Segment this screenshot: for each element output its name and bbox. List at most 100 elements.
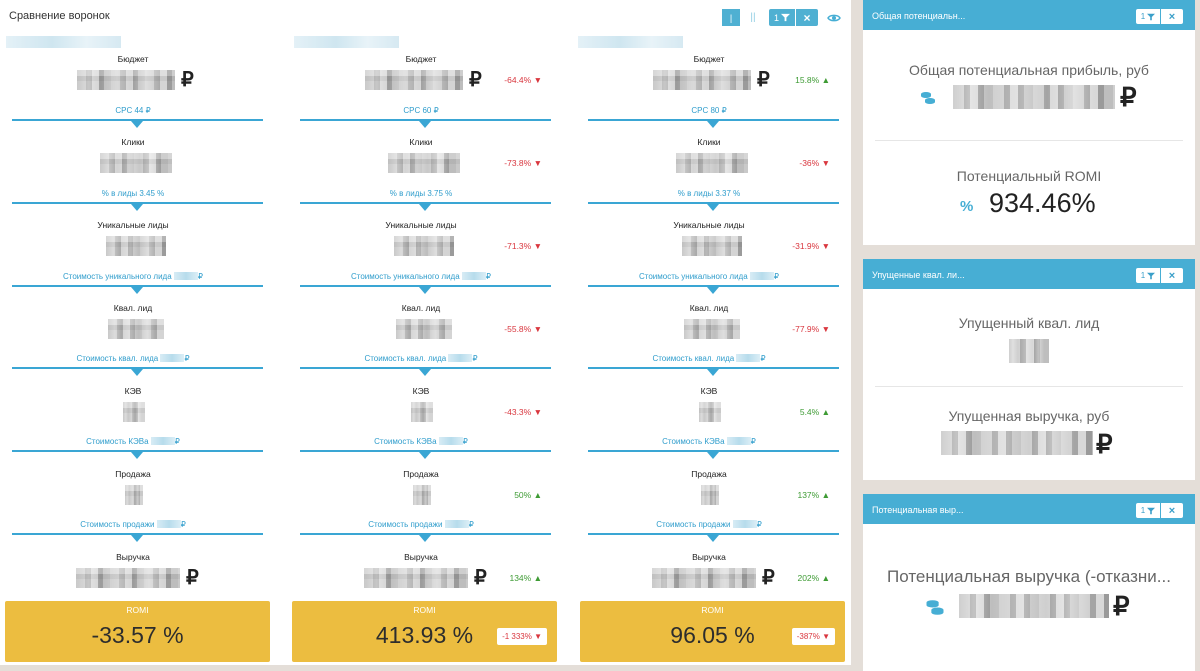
- funnel-icon: [1147, 13, 1156, 20]
- missed-lead-label: Упущенный квал. лид: [958, 315, 1100, 331]
- conversion-value-redacted: [448, 354, 473, 362]
- conversion-kev-cost: Стоимость КЭВа ₽: [86, 437, 180, 446]
- change-indicator: -73.8% ▼: [504, 158, 542, 168]
- conversion-value-redacted: [444, 520, 469, 528]
- funnel-arrow-icon: [131, 369, 143, 376]
- funnel-divider: [300, 202, 551, 204]
- metric-value-redacted: [108, 319, 164, 339]
- metric-value-redacted: [388, 153, 460, 173]
- widget-filter-button[interactable]: 1: [1136, 268, 1160, 283]
- widget-title: Общая потенциальн...: [872, 11, 966, 21]
- close-icon[interactable]: ×: [796, 9, 818, 26]
- ruble-sign: ₽: [469, 69, 482, 91]
- widget-filter-button[interactable]: 1: [1136, 503, 1160, 518]
- metric-value-redacted: [413, 485, 431, 505]
- widget-header: Упущенные квал. ли... 1 ×: [863, 259, 1195, 289]
- conversion-sale-cost: Стоимость продажи ₽: [656, 520, 762, 529]
- metric-value-redacted: [125, 485, 143, 505]
- funnel-divider: [300, 119, 551, 121]
- metric-label: Уникальные лиды: [673, 220, 745, 230]
- conversion-kev-cost: Стоимость КЭВа ₽: [662, 437, 756, 446]
- missed-revenue-value: [941, 431, 1093, 455]
- ruble-sign: ₽: [1120, 82, 1137, 112]
- ruble-sign: ₽: [1113, 591, 1130, 621]
- potential-romi-label: Потенциальный ROMI: [956, 168, 1102, 184]
- potential-profit-value: [953, 85, 1115, 109]
- split-view-button[interactable]: ||: [750, 12, 756, 23]
- conversion-cpc: CPC 80 ₽: [691, 106, 727, 115]
- romi-card: ROMI 96.05 % -387% ▼: [580, 601, 845, 662]
- conversion-lead-rate: % в лиды 3.37 %: [677, 189, 741, 198]
- conversion-sale-cost: Стоимость продажи ₽: [368, 520, 474, 529]
- romi-label: ROMI: [701, 605, 724, 615]
- funnel-arrow-icon: [419, 204, 431, 211]
- funnel-arrow-icon: [419, 287, 431, 294]
- single-view-button[interactable]: |: [722, 9, 740, 26]
- metric-value-redacted: [411, 402, 433, 422]
- conversion-value-redacted: [438, 437, 463, 445]
- romi-label: ROMI: [126, 605, 149, 615]
- conversion-value-redacted: [749, 272, 774, 280]
- change-indicator: 134% ▲: [509, 573, 542, 583]
- funnel-divider: [12, 285, 263, 287]
- ruble-sign: ₽: [757, 69, 770, 91]
- arrow-down-icon: ▼: [531, 241, 542, 251]
- metric-label: Продажа: [691, 469, 727, 479]
- ruble-sign: ₽: [181, 69, 194, 91]
- funnel-arrow-icon: [131, 121, 143, 128]
- funnel-divider: [588, 285, 839, 287]
- metric-label: Квал. лид: [401, 303, 441, 313]
- widget-header: Потенциальная выр... 1 ×: [863, 494, 1195, 524]
- metric-label: Квал. лид: [113, 303, 153, 313]
- funnel-divider: [12, 533, 263, 535]
- romi-card: ROMI 413.93 % -1 333% ▼: [292, 601, 557, 662]
- widget-close-icon[interactable]: ×: [1161, 9, 1183, 24]
- metric-value-redacted: [684, 319, 740, 339]
- romi-change-badge: -1 333% ▼: [497, 628, 547, 645]
- arrow-up-icon: ▲: [531, 573, 542, 583]
- conversion-unique-lead-cost: Стоимость уникального лида ₽: [63, 272, 203, 281]
- conversion-qual-lead-cost: Стоимость квал. лида ₽: [364, 354, 478, 363]
- widget-filter-button[interactable]: 1: [1136, 9, 1160, 24]
- eye-icon[interactable]: [826, 9, 842, 26]
- metric-value-redacted: [396, 319, 452, 339]
- metric-label: Бюджет: [117, 54, 149, 64]
- metric-label: Уникальные лиды: [385, 220, 457, 230]
- funnel-divider: [300, 450, 551, 452]
- arrow-up-icon: ▲: [531, 490, 542, 500]
- funnel-divider: [12, 119, 263, 121]
- filter-button[interactable]: 1: [769, 9, 795, 26]
- funnel-arrow-icon: [131, 452, 143, 459]
- change-indicator: 50% ▲: [514, 490, 542, 500]
- conversion-value-redacted: [726, 437, 751, 445]
- funnel-divider: [300, 533, 551, 535]
- widget-close-icon[interactable]: ×: [1161, 268, 1183, 283]
- conversion-cpc: CPC 44 ₽: [115, 106, 151, 115]
- arrow-down-icon: ▼: [531, 158, 542, 168]
- conversion-value-redacted: [732, 520, 757, 528]
- metric-label: Квал. лид: [689, 303, 729, 313]
- funnel-divider: [588, 119, 839, 121]
- funnel-arrow-icon: [707, 121, 719, 128]
- metric-label: Выручка: [692, 552, 726, 562]
- metric-value-redacted: [364, 568, 468, 588]
- arrow-up-icon: ▲: [819, 75, 830, 85]
- metric-value-redacted: [653, 70, 751, 90]
- widget-close-icon[interactable]: ×: [1161, 503, 1183, 518]
- conversion-value-redacted: [461, 272, 486, 280]
- romi-label: ROMI: [413, 605, 436, 615]
- funnel-divider: [12, 450, 263, 452]
- potential-profit-widget: Общая потенциальн... 1 × Общая потенциал…: [863, 0, 1195, 245]
- romi-value: 96.05 %: [670, 622, 755, 648]
- conversion-unique-lead-cost: Стоимость уникального лида ₽: [639, 272, 779, 281]
- arrow-down-icon: ▼: [819, 632, 830, 641]
- funnel-icon: [781, 13, 790, 22]
- metric-value-redacted: [106, 236, 166, 256]
- conversion-cpc: CPC 60 ₽: [403, 106, 439, 115]
- arrow-down-icon: ▼: [819, 241, 830, 251]
- metric-label: Клики: [121, 137, 145, 147]
- filter-count: 1: [773, 12, 779, 23]
- arrow-down-icon: ▼: [531, 75, 542, 85]
- metric-label: Клики: [697, 137, 721, 147]
- funnel-arrow-icon: [131, 535, 143, 542]
